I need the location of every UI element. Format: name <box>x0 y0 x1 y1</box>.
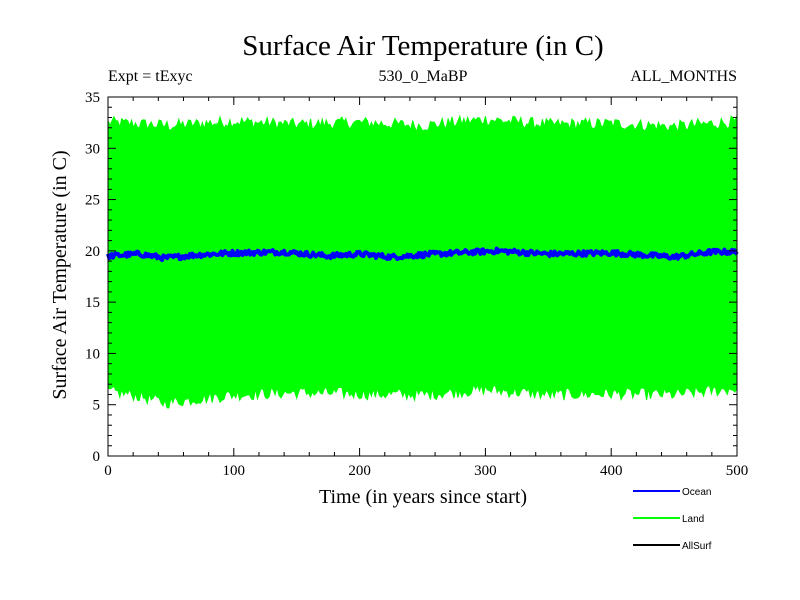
y-axis-label: Surface Air Temperature (in C) <box>49 150 71 399</box>
legend: Ocean Land AllSurf <box>633 487 712 552</box>
plot-frame <box>107 96 738 457</box>
subtitle-right: ALL_MONTHS <box>630 68 737 85</box>
x-tick-label: 100 <box>223 463 246 479</box>
axes: 0 100 200 300 400 500 0 5 10 15 20 25 30 35 <box>85 90 748 479</box>
legend-label-allsurf: AllSurf <box>682 541 712 552</box>
y-tick-label: 35 <box>85 90 100 106</box>
y-tick-label: 20 <box>85 244 100 260</box>
y-tick-label: 25 <box>85 193 100 209</box>
y-tick-label: 30 <box>85 141 100 157</box>
series-ocean <box>106 246 739 263</box>
subtitle-center: 530_0_MaBP <box>379 68 468 85</box>
y-tick-label: 10 <box>85 346 100 362</box>
x-axis-label: Time (in years since start) <box>319 486 527 508</box>
x-tick-label: 200 <box>348 463 371 479</box>
legend-label-land: Land <box>682 514 704 525</box>
plot-area <box>106 114 739 409</box>
legend-label-ocean: Ocean <box>682 487 711 498</box>
x-tick-label: 500 <box>726 463 749 479</box>
chart-title: Surface Air Temperature (in C) <box>242 30 603 62</box>
subtitle-left: Expt = tExyc <box>108 68 193 85</box>
y-tick-label: 5 <box>93 398 101 414</box>
y-tick-label: 15 <box>85 295 100 311</box>
y-tick-label: 0 <box>93 449 101 465</box>
x-tick-label: 400 <box>600 463 623 479</box>
series-land <box>107 114 738 409</box>
x-tick-label: 0 <box>104 463 112 479</box>
x-tick-label: 300 <box>474 463 497 479</box>
